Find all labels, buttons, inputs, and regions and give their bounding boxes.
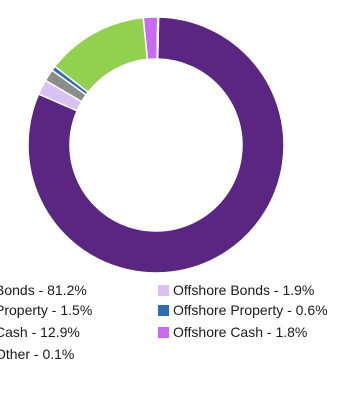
legend-label: Cash - 12.9% xyxy=(0,324,80,340)
legend-swatch xyxy=(158,284,169,296)
legend-item-other: Other - 0.1% xyxy=(0,344,74,364)
legend-label: Offshore Cash - 1.8% xyxy=(173,324,308,340)
donut-slice-other xyxy=(156,16,160,60)
legend-label: Bonds - 81.2% xyxy=(0,282,87,298)
legend-label: Other - 0.1% xyxy=(0,346,75,362)
legend-swatch xyxy=(158,304,169,316)
legend-item-offshore-bonds: Offshore Bonds - 1.9% xyxy=(158,280,314,300)
legend-item-offshore-property: Offshore Property - 0.6% xyxy=(158,300,328,320)
legend-item-offshore-cash: Offshore Cash - 1.8% xyxy=(158,322,307,342)
legend-item-domestic-property: Property - 1.5% xyxy=(0,300,92,320)
legend-label: Offshore Bonds - 1.9% xyxy=(173,282,315,298)
donut-chart xyxy=(27,16,285,274)
donut-svg xyxy=(27,16,285,274)
legend-label: Offshore Property - 0.6% xyxy=(173,302,328,318)
legend-item-domestic-bonds: Bonds - 81.2% xyxy=(0,280,87,300)
legend-item-domestic-cash: Cash - 12.9% xyxy=(0,322,80,342)
legend-swatch xyxy=(158,326,169,338)
donut-slice-domestic-bonds xyxy=(27,16,285,274)
legend-label: Property - 1.5% xyxy=(0,302,93,318)
